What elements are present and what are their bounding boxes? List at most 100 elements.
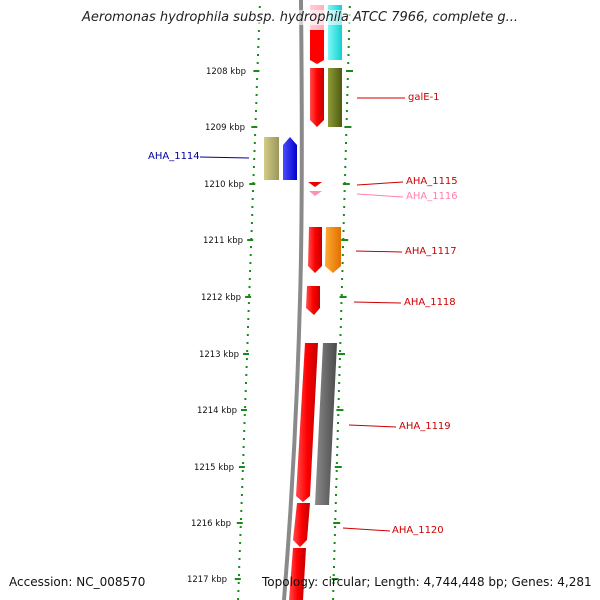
kbp-label: 1208 kbp [205,67,246,77]
gene-arrow-aha1118 [306,286,320,315]
ruler-dot [255,102,258,104]
ruler-dot [347,46,350,48]
ruler-dot [342,230,345,232]
ruler-dot [253,142,256,144]
ruler-dot [246,334,249,336]
ruler-dot [339,350,342,352]
ruler-dot [238,550,241,552]
gene-label-aha1119[interactable]: AHA_1119 [399,421,451,432]
gene-features [264,5,342,600]
ruler-dot [243,422,246,424]
ruler-dot [256,78,259,80]
kbp-label: 1212 kbp [200,293,241,303]
ruler-dot [337,414,340,416]
ruler-dot [240,494,243,496]
ruler-dot [341,262,344,264]
ruler-dot [345,134,348,136]
ruler-dot [239,526,242,528]
ruler-dot [253,158,256,160]
ruler-dot [245,366,248,368]
ruler-dot [241,478,244,480]
ruler-dot [345,110,348,112]
gene-label-aha1114[interactable]: AHA_1114 [148,151,200,162]
map-title: Aeromonas hydrophila subsp. hydrophila A… [0,10,600,25]
ruler-dot [257,46,260,48]
ruler-dot [242,454,245,456]
ruler-dot [247,318,250,320]
ruler-dot [252,190,254,192]
ruler-dot [335,462,338,464]
ruler-dot [334,502,337,504]
ruler-dot [248,286,251,288]
ruler-dot [247,326,249,328]
leader-lines [199,97,405,532]
ruler-dot [242,446,245,448]
ruler-dot [332,582,335,584]
ruler-dot [254,118,257,120]
ruler-dot [337,398,340,400]
ruler-dot [256,62,259,64]
ruler-dot [341,278,344,280]
gene-label-aha1117[interactable]: AHA_1117 [405,246,457,257]
ruler-dot [344,158,347,160]
gene-arrow-aha1120 [293,503,310,547]
ruler-dot [332,574,335,576]
ruler-dot [338,382,341,384]
ruler-dot [257,30,260,32]
ruler-dot [333,534,336,536]
ruler-dot [255,110,257,112]
ruler-dot [338,374,341,376]
gene-label-aha1118[interactable]: AHA_1118 [404,297,456,308]
ruler-dot [335,478,338,480]
ruler-dot [247,310,250,312]
kbp-label: 1213 kbp [198,350,239,360]
ruler-dot [341,254,344,256]
ruler-dot [252,174,255,176]
gene-arrow-orange [325,227,341,273]
ruler-dot [238,566,241,568]
kbp-label: 1216 kbp [190,519,231,529]
ruler-dot [241,486,244,488]
ruler-dot [338,358,341,360]
kbp-label: 1214 kbp [196,406,237,416]
ruler-dot [336,438,339,440]
ruler-dot [243,414,246,416]
gene-label-aha1115[interactable]: AHA_1115 [406,176,458,187]
gene-arrow-khaki [264,137,279,180]
ruler-dot [340,286,343,288]
ruler-dot [342,222,345,224]
ruler-dot [240,518,242,520]
ruler-dot [336,446,339,448]
ruler-dot [346,94,349,96]
gene-arrow-aha1119 [296,343,318,502]
kbp-label: 1217 kbp [186,575,227,585]
ruler-dot [242,438,245,440]
gene-label-aha1120[interactable]: AHA_1120 [392,525,444,536]
ruler-dot [334,518,337,520]
ruler-dot [244,398,247,400]
ruler-dot [339,342,342,344]
ruler-dot [251,206,254,208]
ruler-dot [248,278,251,280]
ruler-dot [344,166,347,168]
ruler-dot [238,574,240,576]
ruler-dot [336,454,339,456]
ruler-dot [248,294,251,296]
ruler-dot [255,86,258,88]
gene-label-gale[interactable]: galE-1 [408,92,440,103]
ruler-dot [348,30,351,32]
ruler-dot [335,486,338,488]
gene-label-aha1116[interactable]: AHA_1116 [406,191,458,202]
ruler-dot [340,318,342,320]
ruler-dot [240,510,243,512]
ruler-dot [244,390,247,392]
gene-arrow-bottom-red [289,548,306,600]
ruler-dot [334,526,337,528]
ruler-dot [347,38,350,40]
ruler-dot [345,142,347,144]
ruler-dot [336,430,339,432]
ruler-dot [338,366,341,368]
ruler-dot [346,86,349,88]
ruler-dot [346,78,349,80]
